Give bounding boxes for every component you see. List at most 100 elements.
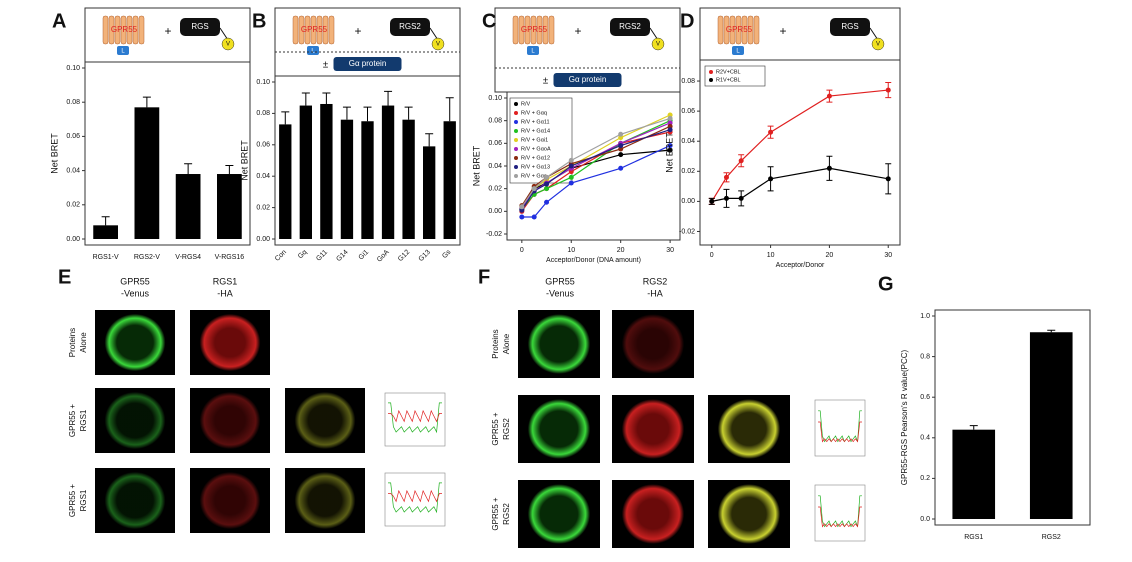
helix [328,15,335,45]
x-tick-label: Gq [297,249,309,261]
bar [217,174,242,239]
helix [132,15,139,45]
acceptor-tag [651,37,665,51]
cell [199,391,261,450]
y-tick-label: 0.02 [488,186,502,193]
partner-label: RGS2 [399,22,421,31]
x-axis-label: Acceptor/Donor (DNA amount) [546,257,641,264]
data-point [618,152,624,158]
x-tick-label: RGS2 [1042,534,1061,541]
y-tick-label: 0.06 [256,142,270,149]
partner-box [390,18,430,36]
x-tick-label: V-RGS16 [215,254,245,261]
data-point [667,127,673,133]
partner-label: RGS [841,22,858,31]
helix [741,15,748,45]
donor-label: L [121,49,125,55]
legend-marker [514,174,518,178]
data-point [568,174,574,180]
error-bar [342,106,351,120]
data-point [568,163,574,169]
y-tick-label: 0.6 [920,394,930,401]
profile-red [818,506,862,528]
row-label: RGS2 [502,503,511,525]
acceptor-tag [871,37,885,51]
legend-frame [704,65,766,87]
data-point [738,195,744,201]
y-axis-label: Net BRET [471,145,481,186]
error-bar [404,106,413,120]
error-bar [1047,329,1056,333]
profile-green [388,402,442,434]
x-tick-label: Con [274,249,288,263]
plus-sign: + [779,24,786,38]
receptor-label: GPR55 [111,25,138,34]
bar [952,429,996,519]
bar [93,225,118,239]
cell [717,399,781,459]
y-tick-label: 0.02 [256,204,270,211]
y-axis-label: Net BRET [664,132,674,173]
data-point [531,186,537,192]
legend-marker [514,138,518,142]
x-tick-label: RGS2-V [134,254,160,261]
data-point [768,176,774,182]
data-point [738,158,744,164]
panel-letter: E [58,266,71,288]
row-label: Alone [79,332,88,353]
plus-sign: + [574,24,581,38]
helix [753,15,760,45]
cell [527,314,591,374]
error-bar [142,96,151,108]
row-label: Proteins [68,328,77,357]
row-label: RGS1 [79,489,88,511]
x-tick-label: 10 [567,247,575,254]
plot-frame [699,59,901,246]
column-header: -HA [647,288,663,298]
helix [120,15,127,45]
x-tick-label: RGS1 [964,534,983,541]
y-tick-label: 0.08 [681,78,695,85]
legend-label: R/V + GαoA [521,146,551,152]
plus-sign: + [164,24,171,38]
x-tick-label: 20 [826,252,834,259]
donor-tag [527,46,539,55]
bar [381,105,395,239]
row-label: Alone [502,333,511,354]
data-point [618,131,624,137]
legend-label: R2V+CBL [716,69,741,75]
legend-label: R1V+CBL [716,77,741,83]
data-point [568,157,574,163]
pm-sign: ± [323,60,329,71]
error-bar [384,90,393,106]
y-tick-label: 0.02 [66,202,80,209]
data-point [885,87,891,93]
x-tick-label: 10 [767,252,775,259]
error-bar [281,111,290,125]
helix [548,15,555,45]
y-tick-label: 0.00 [256,236,270,243]
helix [126,15,133,45]
partner-box [610,18,650,36]
panel-letter: A [52,10,66,32]
legend-label: R/V + Gα13 [521,164,550,170]
cell [104,471,166,530]
row-label: GPR55 + [68,484,77,517]
data-point [723,174,729,180]
legend-marker [514,165,518,169]
helix [298,15,305,45]
row-label: RGS2 [502,418,511,440]
data-point [667,115,673,121]
column-header: -HA [217,288,233,298]
data-point [544,181,550,187]
data-point [618,165,624,171]
donor-label: L [736,49,740,55]
y-tick-label: 0.02 [681,168,695,175]
x-tick-label: 0 [520,247,524,254]
helix [735,15,742,45]
y-tick-label: 0.10 [488,95,502,102]
profile-plot [384,392,446,447]
plot-frame [274,75,461,246]
bar [299,105,312,239]
y-tick-label: 0.00 [66,236,80,243]
